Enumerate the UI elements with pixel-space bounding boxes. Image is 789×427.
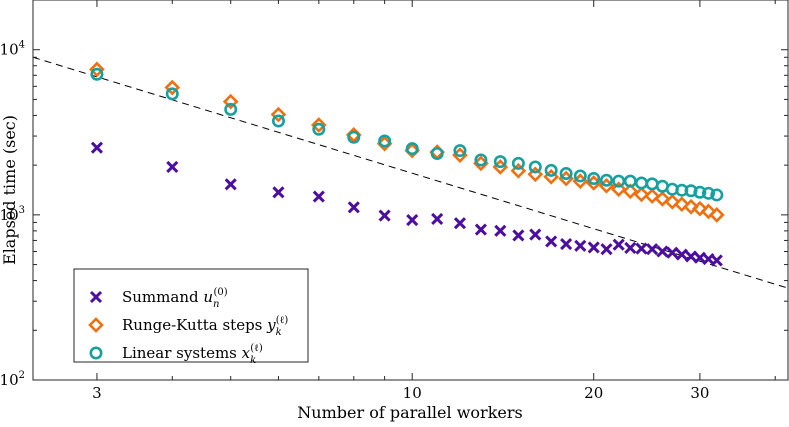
data-point xyxy=(633,186,650,203)
data-point xyxy=(529,228,542,241)
data-point xyxy=(474,223,487,236)
data-point xyxy=(700,203,717,220)
legend-label: Runge-Kutta steps yk(ℓ) xyxy=(122,315,288,338)
x-tick-labels: 3 10 20 30 xyxy=(92,384,709,402)
data-point xyxy=(666,246,679,259)
data-point xyxy=(310,117,327,133)
data-point xyxy=(406,214,419,227)
data-point xyxy=(692,200,708,217)
y-tick-label: 102 xyxy=(0,370,25,389)
data-point xyxy=(587,241,600,254)
data-point xyxy=(710,254,723,267)
data-point xyxy=(587,172,601,186)
data-point xyxy=(710,188,724,202)
data-point xyxy=(559,167,573,181)
data-point xyxy=(494,224,507,237)
data-point xyxy=(430,147,444,161)
data-point xyxy=(624,241,637,255)
data-point xyxy=(599,173,613,187)
data-point xyxy=(272,186,285,199)
data-point xyxy=(347,130,361,144)
data-point xyxy=(90,141,104,154)
data-point xyxy=(654,191,671,207)
data-point xyxy=(693,185,707,199)
x-tick-label: 10 xyxy=(403,384,422,402)
data-point xyxy=(684,184,698,198)
data-point xyxy=(512,229,525,242)
data-point xyxy=(656,245,669,258)
data-point xyxy=(453,144,467,158)
legend: Summand un(0) Runge-Kutta steps yk(ℓ) Line… xyxy=(73,268,309,366)
series-circle xyxy=(90,67,724,202)
data-point xyxy=(312,190,325,203)
data-point xyxy=(708,207,725,223)
data-point xyxy=(453,217,467,230)
marks-layer xyxy=(89,61,725,267)
series-x xyxy=(90,141,723,267)
data-point xyxy=(312,122,326,136)
data-point xyxy=(474,153,488,167)
data-point xyxy=(89,61,105,78)
data-point xyxy=(493,155,507,169)
data-point xyxy=(610,181,627,198)
data-point xyxy=(635,242,648,255)
data-point xyxy=(224,178,237,191)
data-point xyxy=(545,235,558,248)
legend-marker xyxy=(89,346,103,360)
ticks-layer xyxy=(33,0,788,381)
data-point xyxy=(701,186,715,200)
data-point xyxy=(378,134,392,148)
data-point xyxy=(673,196,690,213)
legend-label: Summand un(0) xyxy=(122,287,228,310)
data-point xyxy=(270,106,287,123)
data-point xyxy=(271,114,285,128)
data-point xyxy=(166,160,179,174)
data-point xyxy=(164,79,181,96)
y-tick-label: 104 xyxy=(0,40,25,59)
data-point xyxy=(511,156,525,170)
x-tick-label: 3 xyxy=(92,384,102,402)
x-tick-label: 20 xyxy=(584,384,603,402)
data-point xyxy=(510,162,527,179)
data-point xyxy=(165,87,179,101)
data-point xyxy=(664,193,681,210)
data-point xyxy=(544,163,558,177)
data-point xyxy=(644,188,660,204)
data-point xyxy=(528,160,542,174)
legend-box xyxy=(73,268,309,363)
data-point xyxy=(405,142,419,156)
legend-label: Linear systems xk(ℓ) xyxy=(122,343,263,366)
data-point xyxy=(347,201,360,214)
data-point xyxy=(574,239,587,252)
data-point xyxy=(378,209,391,222)
data-point xyxy=(675,248,688,261)
data-point xyxy=(646,243,659,256)
data-point xyxy=(222,93,239,110)
data-point xyxy=(224,102,238,116)
data-point xyxy=(90,67,104,81)
data-point xyxy=(612,238,625,251)
data-point xyxy=(560,238,573,251)
legend-marker xyxy=(89,290,103,304)
data-point xyxy=(684,250,698,263)
data-point xyxy=(600,243,613,256)
data-point xyxy=(573,169,587,183)
x-axis-label: Number of parallel workers xyxy=(297,403,522,422)
data-point xyxy=(431,212,444,225)
data-point xyxy=(683,198,699,215)
data-point xyxy=(622,183,639,200)
x-tick-label: 30 xyxy=(690,384,709,402)
legend-marker xyxy=(88,317,104,333)
y-axis-label: Elapsed time (sec) xyxy=(0,115,19,265)
data-point xyxy=(527,166,544,183)
